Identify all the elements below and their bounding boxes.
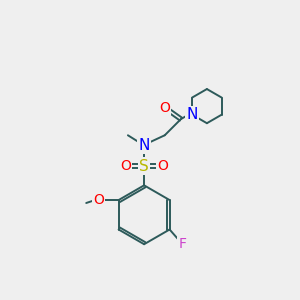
Text: O: O [93,193,104,207]
Text: N: N [138,138,150,153]
Text: O: O [159,101,170,115]
Text: F: F [178,237,186,251]
Text: N: N [186,107,198,122]
Text: O: O [158,159,168,173]
Text: O: O [120,159,131,173]
Text: S: S [139,159,149,174]
